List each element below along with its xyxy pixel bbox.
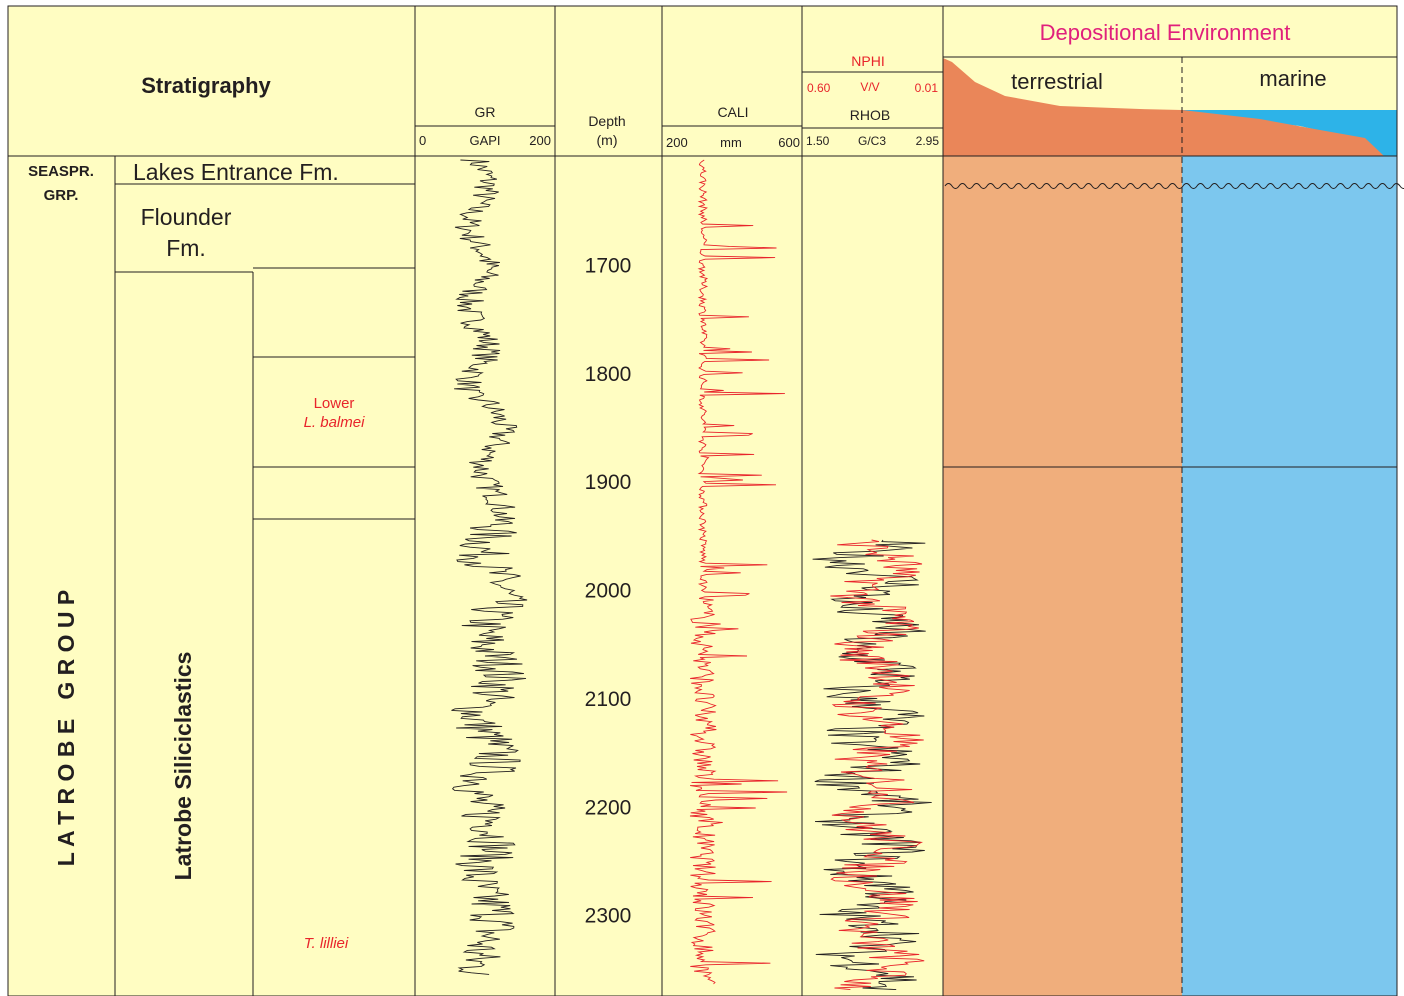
cali-header: CALI bbox=[717, 104, 748, 120]
depth-tick-1800: 1800 bbox=[585, 363, 632, 386]
flounder-fm-line2: Fm. bbox=[166, 235, 206, 261]
terrestrial-profile-shape bbox=[943, 58, 1384, 156]
depth-tick-2300: 2300 bbox=[585, 905, 632, 928]
latrobe-group-label: L A T R O B E G R O U P bbox=[53, 590, 79, 866]
latrobe-siliciclastics-label: Latrobe Siliciclastics bbox=[170, 652, 196, 881]
rhob-max: 2.95 bbox=[916, 134, 940, 148]
stratigraphy-title: Stratigraphy bbox=[141, 73, 271, 98]
seaspray-group-label-2: GRP. bbox=[44, 187, 79, 204]
depth-tick-2200: 2200 bbox=[585, 796, 632, 819]
zone-lower-label: Lower bbox=[314, 395, 355, 412]
nphi-min: 0.60 bbox=[807, 81, 831, 95]
depth-header: Depth bbox=[588, 113, 625, 129]
cali-curve bbox=[689, 159, 788, 985]
depth-tick-2100: 2100 bbox=[585, 688, 632, 711]
nphi-header: NPHI bbox=[851, 53, 884, 69]
zone-tlilliei-label: T. lilliei bbox=[304, 935, 349, 952]
gr-header: GR bbox=[475, 104, 496, 120]
marine-label: marine bbox=[1259, 66, 1326, 91]
cali-unit: mm bbox=[720, 135, 742, 150]
gr-max: 200 bbox=[529, 133, 551, 148]
rhob-header: RHOB bbox=[850, 107, 890, 123]
nphi-curve bbox=[830, 539, 925, 991]
cali-min: 200 bbox=[666, 135, 688, 150]
unconformity-line bbox=[944, 183, 1404, 189]
depth-tick-1900: 1900 bbox=[585, 471, 632, 494]
cali-max: 600 bbox=[778, 135, 800, 150]
gr-curve bbox=[451, 159, 528, 975]
depth-tick-labels: 1700 1800 1900 2000 2100 2200 2300 bbox=[585, 254, 632, 927]
rhob-min: 1.50 bbox=[806, 134, 830, 148]
seaspray-group-label: SEASPR. bbox=[28, 163, 94, 180]
zone-lbalmei-label: L. balmei bbox=[304, 414, 366, 431]
depth-tick-2000: 2000 bbox=[585, 580, 632, 603]
gr-unit: GAPI bbox=[469, 133, 500, 148]
rhob-unit: G/C3 bbox=[858, 134, 886, 148]
terrestrial-zone bbox=[943, 156, 1182, 996]
gr-min: 0 bbox=[419, 133, 426, 148]
depth-unit: (m) bbox=[597, 132, 618, 148]
lakes-entrance-fm: Lakes Entrance Fm. bbox=[133, 159, 339, 185]
nphi-max: 0.01 bbox=[915, 81, 939, 95]
marine-zone bbox=[1182, 156, 1397, 996]
terrestrial-label: terrestrial bbox=[1011, 69, 1103, 94]
flounder-fm-line1: Flounder bbox=[141, 204, 232, 230]
nphi-unit: V/V bbox=[860, 80, 879, 94]
environment-title: Depositional Environment bbox=[1040, 20, 1291, 45]
depth-tick-1700: 1700 bbox=[585, 254, 632, 277]
grid-lines bbox=[7, 5, 1398, 996]
marine-profile-shape bbox=[1182, 110, 1397, 156]
